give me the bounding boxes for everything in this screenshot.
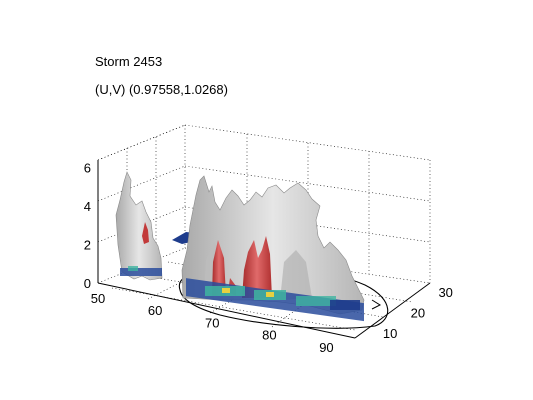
x-tick-label: 90	[319, 340, 333, 355]
isosurface-inner	[142, 222, 149, 244]
base-patch	[266, 292, 274, 297]
y-tick-label: 10	[383, 326, 397, 341]
z-tick-label: 6	[84, 161, 91, 176]
base-patch	[128, 266, 138, 271]
z-tick-label: 4	[84, 199, 91, 214]
isosurface-inner	[242, 236, 272, 298]
base-patch	[120, 268, 162, 276]
isosurface-inner	[212, 240, 226, 296]
tick-labels: 0 2 4 6 50 60 70 80 90 10 20 30	[84, 161, 453, 355]
grid-line	[271, 274, 346, 328]
z-tick-label: 2	[84, 238, 91, 253]
storm-cell-left	[115, 171, 163, 281]
x-tick-label: 50	[91, 291, 105, 306]
y-axis-line	[354, 282, 431, 339]
top-edge	[97, 124, 186, 161]
grid-line	[97, 165, 186, 202]
chart-subtitle: (U,V) (0.97558,1.0268)	[95, 82, 228, 97]
base-patch	[222, 288, 230, 293]
y-tick-label: 20	[411, 305, 425, 320]
floor-marker	[371, 299, 382, 310]
plot-axes	[97, 124, 431, 339]
isosurface-outer	[181, 175, 365, 315]
grid-line	[184, 124, 431, 161]
storm-cell-main	[181, 175, 365, 322]
base-patch	[330, 300, 360, 310]
base-patch	[296, 296, 336, 306]
z-tick-label: 0	[84, 276, 91, 291]
isosurface-outer	[115, 171, 163, 281]
x-tick-label: 70	[205, 315, 219, 330]
chart-title: Storm 2453	[95, 54, 163, 69]
grid-line	[111, 287, 356, 331]
y-tick-label: 30	[438, 285, 452, 300]
x-tick-label: 60	[148, 303, 162, 318]
isosurface-shade	[280, 250, 312, 300]
x-axis-line	[97, 282, 356, 339]
x-tick-label: 80	[262, 328, 276, 343]
